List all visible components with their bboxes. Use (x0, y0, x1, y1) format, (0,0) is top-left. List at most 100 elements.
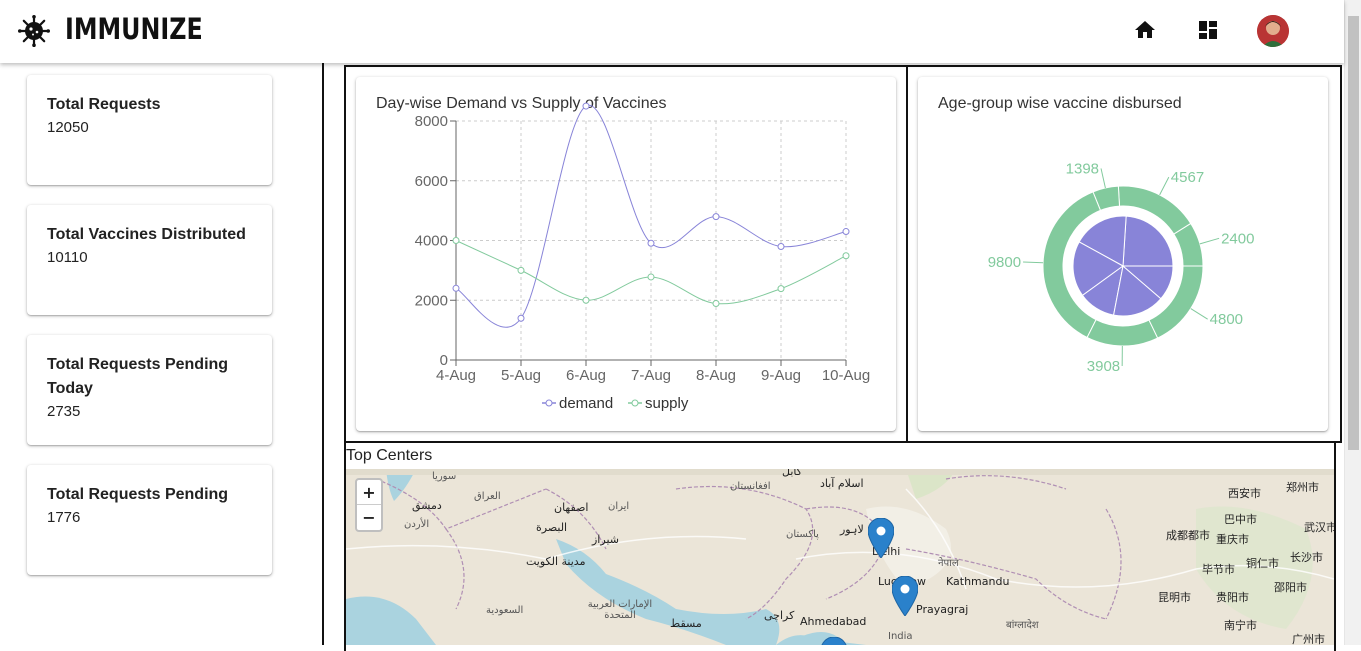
map-label: سوريا (432, 471, 456, 482)
home-icon (1133, 18, 1157, 42)
data-point-supply (518, 267, 524, 273)
map-label: 郑州市 (1286, 479, 1319, 495)
map-label: 成都都市 (1166, 527, 1210, 543)
map-label: 长沙市 (1290, 549, 1323, 565)
stat-label: Total Requests Pending (47, 483, 252, 507)
outer-pie-slice (1087, 320, 1158, 346)
user-avatar[interactable] (1257, 15, 1289, 47)
map-label: Prayagraj (916, 603, 968, 616)
app-bar: IMMUNIZE (0, 0, 1344, 63)
map-label: العراق (474, 491, 501, 502)
virus-icon (18, 15, 50, 47)
map-label: السعودية (486, 605, 523, 616)
data-point-demand (843, 229, 849, 235)
map-label: 巴中市 (1224, 511, 1257, 527)
stat-value: 2735 (47, 401, 252, 423)
data-point-demand (518, 315, 524, 321)
x-tick-label: 9-Aug (761, 367, 801, 384)
map-label: 铜仁市 (1246, 555, 1279, 571)
data-point-demand (778, 243, 784, 249)
map-label: اسلام آباد (820, 477, 864, 490)
stat-value: 1776 (47, 507, 252, 529)
map-marker[interactable] (868, 518, 894, 558)
stat-label: Total Requests (47, 93, 252, 117)
app-title: IMMUNIZE (65, 12, 203, 46)
map-label: پاکستان (786, 529, 819, 540)
map-label: 南宁市 (1224, 617, 1257, 633)
map-title: Top Centers (346, 447, 432, 465)
stat-value: 10110 (47, 247, 252, 269)
stat-label: Total Vaccines Distributed (47, 223, 252, 247)
pie-label-line (1023, 262, 1043, 263)
map-label: لاہور (840, 523, 864, 536)
dashboard-button[interactable] (1196, 18, 1222, 44)
map-marker[interactable] (892, 576, 918, 616)
pie-label-line (1200, 238, 1219, 244)
map-label: شیراز (592, 533, 619, 546)
map-label: کابل (782, 469, 802, 478)
x-tick-label: 7-Aug (631, 367, 671, 384)
map-label: ایران (608, 501, 629, 512)
y-tick-label: 8000 (415, 113, 448, 130)
stat-card-pending-today: Total Requests Pending Today 2735 (27, 335, 272, 445)
legend-label-demand: demand (559, 395, 613, 412)
map-label: الإمارات العربية المتحدة (580, 599, 660, 621)
map-label: बांग्लादेश (1006, 617, 1039, 631)
data-point-supply (453, 238, 459, 244)
page-scrollbar[interactable] (1344, 0, 1361, 645)
x-tick-label: 6-Aug (566, 367, 606, 384)
map-label: 毕节市 (1202, 561, 1235, 577)
data-point-demand (713, 214, 719, 220)
map-label: 邵阳市 (1274, 579, 1307, 595)
x-tick-label: 8-Aug (696, 367, 736, 384)
x-tick-label: 5-Aug (501, 367, 541, 384)
legend-marker-supply (632, 400, 638, 406)
map-label: الأردن (404, 519, 429, 530)
stat-card-total-requests: Total Requests 12050 (27, 75, 272, 185)
pie-label: 3908 (1087, 358, 1120, 375)
home-button[interactable] (1133, 18, 1159, 44)
data-point-supply (648, 274, 654, 280)
map-label: 广州市 (1292, 631, 1325, 645)
data-point-demand (648, 240, 654, 246)
pie-label: 9800 (988, 254, 1021, 271)
map-label: नेपाल (938, 555, 959, 569)
x-tick-label: 4-Aug (436, 367, 476, 384)
map-label: Kathmandu (946, 575, 1009, 588)
pie-label: 4567 (1171, 169, 1204, 186)
avatar-image (1257, 15, 1289, 47)
map-label: اصفهان (554, 501, 588, 514)
map-marker[interactable] (821, 637, 847, 645)
data-point-demand (583, 103, 589, 109)
dashboard-icon (1196, 18, 1220, 42)
legend-marker-demand (546, 400, 552, 406)
scrollbar-thumb[interactable] (1348, 16, 1359, 450)
pie-label: 1398 (1066, 160, 1099, 177)
stat-value: 12050 (47, 117, 252, 139)
map-label: 武汉市 (1304, 519, 1334, 535)
y-tick-label: 6000 (415, 173, 448, 190)
sidebar-divider (322, 63, 324, 645)
map-label: افغانستان (730, 481, 771, 492)
data-point-supply (778, 286, 784, 292)
pie-label-line (1101, 168, 1105, 188)
zoom-in-button[interactable]: + (357, 480, 381, 505)
data-point-supply (713, 301, 719, 307)
series-line-demand (456, 105, 846, 327)
stat-card-vaccines-distributed: Total Vaccines Distributed 10110 (27, 205, 272, 315)
y-tick-label: 2000 (415, 292, 448, 309)
pie-label: 4800 (1210, 311, 1243, 328)
map-zoom-control: + − (355, 478, 383, 532)
pie-label: 2400 (1221, 230, 1254, 247)
map-label: دمشق (412, 499, 442, 512)
pie-chart: 2400 4567 1398 9800 3908 4800 (918, 77, 1328, 431)
map-label: 西安市 (1228, 485, 1261, 501)
data-point-supply (583, 297, 589, 303)
pie-label-line (1191, 309, 1208, 320)
data-point-supply (843, 253, 849, 259)
map-label: البصرة (536, 521, 567, 534)
map-view[interactable]: سوريا دمشق الأردن العراق اصفهان ایران ال… (346, 469, 1334, 645)
zoom-out-button[interactable]: − (357, 505, 381, 530)
x-tick-label: 10-Aug (822, 367, 870, 384)
